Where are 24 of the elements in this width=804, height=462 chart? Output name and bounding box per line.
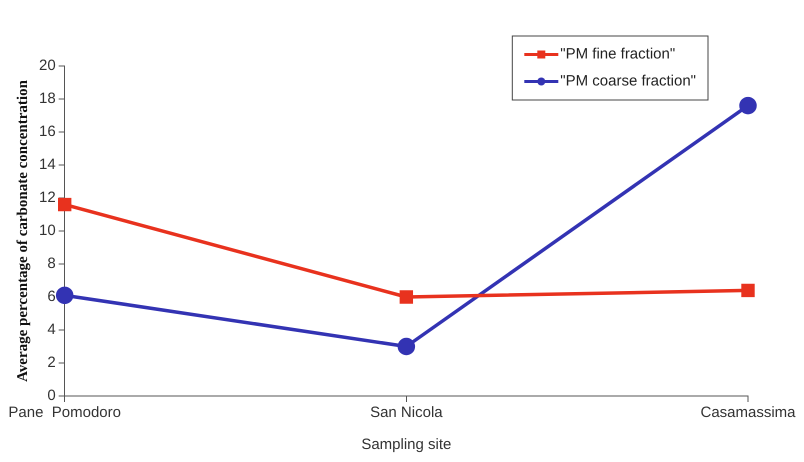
legend-label: "PM coarse fraction" bbox=[560, 72, 696, 90]
y-tick-label: 8 bbox=[47, 255, 56, 272]
y-axis-title: Average percentage of carbonate concentration bbox=[14, 79, 31, 382]
y-tick-label: 16 bbox=[38, 123, 56, 140]
y-tick-label: 10 bbox=[38, 222, 56, 240]
y-tick-label: 18 bbox=[38, 90, 56, 108]
x-axis-title: Sampling site bbox=[361, 436, 452, 454]
point bbox=[56, 286, 74, 304]
point bbox=[741, 284, 755, 298]
y-tick-label: 14 bbox=[38, 156, 56, 174]
y-tick-label: 2 bbox=[47, 354, 56, 372]
y-tick-label: 12 bbox=[38, 189, 56, 206]
y-tick-label: 6 bbox=[47, 288, 56, 306]
x-tick-label: Casamassima bbox=[700, 404, 796, 422]
y-tick-label: 4 bbox=[47, 321, 56, 338]
legend-label: "PM fine fraction" bbox=[560, 46, 676, 63]
point bbox=[58, 198, 72, 212]
y-tick-label: 20 bbox=[38, 57, 56, 74]
y-tick-label: 0 bbox=[47, 387, 56, 404]
point bbox=[400, 290, 414, 304]
point bbox=[739, 96, 757, 114]
point bbox=[398, 338, 416, 356]
x-tick-label: Pane Pomodoro bbox=[8, 404, 121, 422]
x-tick-label: San Nicola bbox=[370, 404, 444, 422]
